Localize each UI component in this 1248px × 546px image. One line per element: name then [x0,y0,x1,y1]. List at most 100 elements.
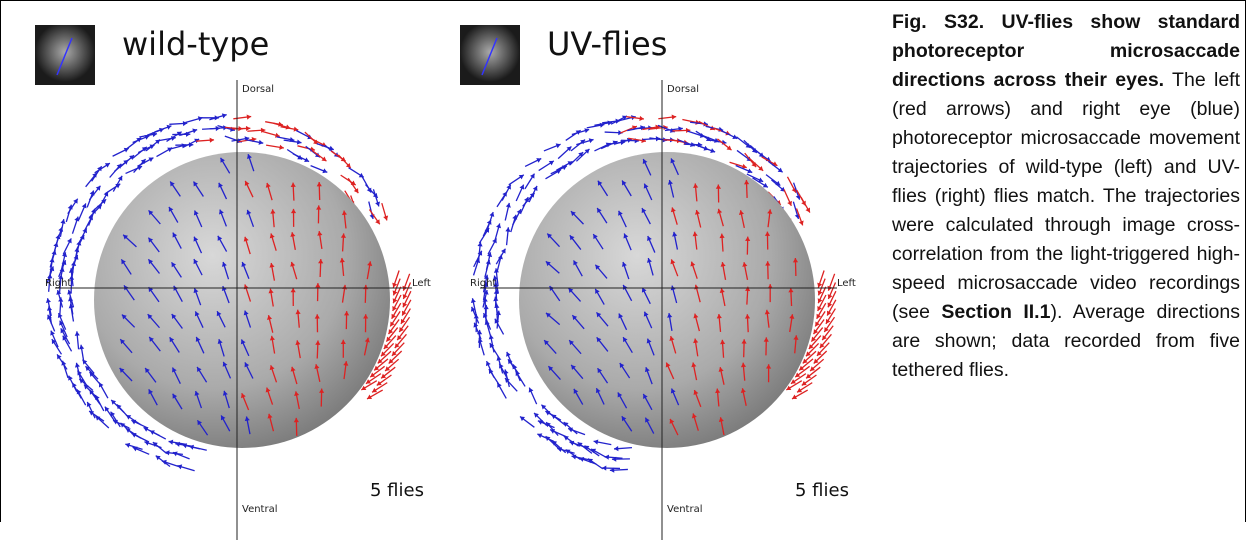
arrow-head [623,337,628,343]
arrow-head [197,420,202,426]
arrow-head [596,337,602,343]
arrow-head [293,417,299,423]
arrow-head [588,458,594,464]
arrow-head [400,318,406,324]
arrow-head [826,310,832,316]
arrow-head [544,340,549,346]
arrow-head [667,313,673,318]
arrow-head [584,148,590,154]
arrow-head [148,389,154,395]
arrow-head [353,188,359,194]
caption-lead: Fig. S32. UV-flies show standard photore… [892,11,1240,91]
arrow-head [496,223,502,229]
arrow-head [816,313,822,319]
arrow-head [646,338,652,344]
arrow-head [620,140,626,146]
arrow-head [144,440,150,446]
arrow-head [595,388,601,394]
arrow-head [595,264,601,270]
arrow-head [220,157,225,163]
arrow-head [74,216,80,222]
arrow-head [534,412,539,418]
arrow-head [121,259,126,265]
arrow-head [670,158,676,164]
arrow-head [246,114,252,120]
axis-label: Ventral [667,504,703,515]
arrow-head [765,261,771,266]
arrow-head [646,258,652,263]
arrow-head [817,282,823,288]
arrow-head [193,288,199,294]
arrow-head [172,232,178,238]
thumb-line [481,37,498,76]
arrow-head [601,465,607,471]
arrow-head [392,305,397,311]
arrow-head [813,329,819,335]
arrow-head [593,234,598,240]
arrow-head [618,313,624,319]
arrow-head [685,127,691,133]
arrow-head [597,368,603,374]
arrow-head [340,339,346,345]
arrow-head [719,233,725,239]
arrow-head [672,231,678,237]
arrow-head [391,350,397,356]
arrow-head [294,391,300,397]
arrow-head [145,367,150,373]
arrow-head [541,404,547,410]
arrow-head [375,219,380,225]
arrow-head [339,257,345,263]
arrow-head [482,313,488,319]
arrow-head [693,313,699,319]
arrow-head [791,187,797,193]
arrow-head [361,385,367,390]
arrow-head [343,361,349,366]
arrow-head [110,411,116,417]
arrow-head [528,387,534,393]
arrow-head [536,158,542,163]
arrow-head [763,337,769,342]
arrow-head [817,290,823,296]
arrow-head [61,260,67,266]
arrow-head [221,286,227,292]
arrow-head [220,415,226,421]
arrow-head [569,235,575,241]
arrow-head [777,167,783,173]
caption-tail: ). Average directions are shown; data re… [892,301,1240,381]
arrow-head [341,210,348,216]
arrow-head [295,340,301,346]
axis-label: Ventral [242,504,278,515]
arrow-head [808,344,814,349]
arrow-head [125,442,131,448]
arrow-head [786,385,792,390]
arrow-head [117,175,123,181]
arrow-head [741,163,747,169]
arrow-head [120,339,126,345]
arrow-head [767,284,773,289]
arrow-head [374,365,380,371]
arrow-head [643,393,648,399]
arrow-head [487,252,493,258]
arrow-head [97,166,102,172]
arrow-head [304,157,310,163]
arrow-head [758,177,764,183]
arrow-head [710,148,716,153]
arrow-head [738,210,744,215]
arrow-head [817,298,823,304]
arrow-head [787,200,792,206]
arrow-head [319,388,325,393]
arrow-head [258,139,264,145]
arrow-head [742,262,748,267]
arrow-head [766,364,772,369]
arrow-head [62,335,68,341]
arrow-head [693,338,699,344]
arrow-head [670,259,676,265]
arrow-head [79,344,85,350]
arrow-head [718,367,724,372]
arrow-head [322,168,328,174]
arrow-head [744,314,751,319]
arrow-head [247,154,252,160]
arrow-head [758,165,764,171]
arrow-head [505,227,511,232]
arrow-head [380,351,386,357]
